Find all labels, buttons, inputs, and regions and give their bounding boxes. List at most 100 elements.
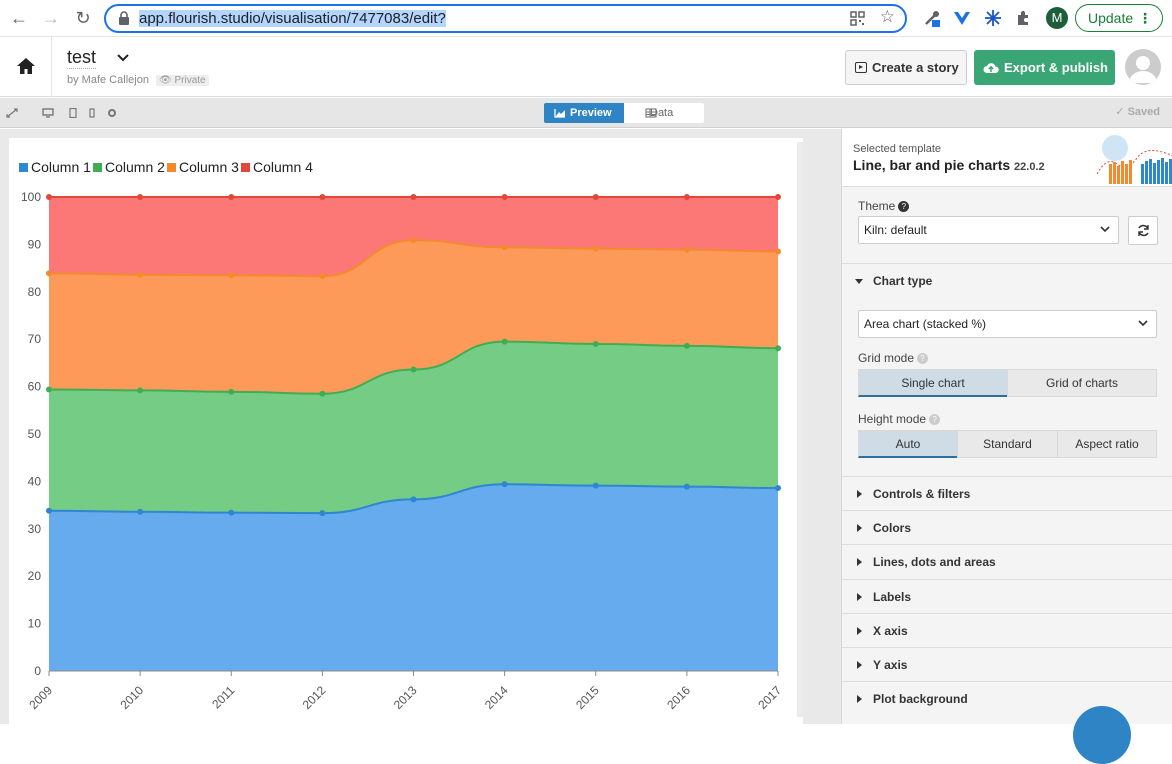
user-avatar[interactable] [1125, 49, 1161, 85]
extensions-puzzle-icon[interactable] [1014, 8, 1034, 28]
chevron-down-icon [1100, 226, 1110, 233]
y-tick-label-20: 20 [28, 569, 42, 583]
update-label: Update [1088, 10, 1134, 26]
reload-icon[interactable]: ↻ [75, 8, 91, 28]
bookmark-star-icon[interactable]: ☆ [879, 7, 895, 26]
caret-right-icon [857, 593, 862, 601]
point-column-2-2014 [501, 338, 508, 345]
legend-swatch-column-2 [93, 163, 102, 172]
vue-extension-icon[interactable] [952, 8, 972, 28]
url-host: app.flourish.studio [139, 10, 261, 27]
x-tick-label-2011: 2011 [209, 683, 237, 711]
home-icon [17, 58, 35, 74]
point-column-2-2015 [592, 340, 599, 347]
section-chart-type[interactable]: Chart type [842, 263, 1172, 297]
legend-swatch-column-4 [241, 163, 250, 172]
chevron-down-icon[interactable] [116, 51, 130, 65]
caret-right-icon [857, 627, 862, 635]
settings-panel: Selected template Line, bar and pie char… [841, 129, 1172, 724]
point-column-4-2011 [228, 194, 235, 200]
grid-mode-grid-of-charts[interactable]: Grid of charts [1007, 369, 1157, 397]
point-column-3-2013 [410, 237, 417, 244]
height-mode-toggle: Auto Standard Aspect ratio [858, 430, 1157, 458]
tab-preview-label: Preview [570, 107, 612, 119]
play-icon [855, 62, 867, 73]
point-column-3-2015 [592, 245, 599, 252]
height-mode-auto[interactable]: Auto [858, 430, 958, 458]
back-icon[interactable]: ← [10, 8, 28, 28]
y-tick-label-90: 90 [28, 237, 42, 251]
x-tick-label-2014: 2014 [482, 683, 511, 712]
tablet-view-icon[interactable] [67, 108, 79, 118]
section-x-axis[interactable]: X axis [842, 613, 1172, 647]
grid-mode-toggle: Single chart Grid of charts [858, 369, 1157, 397]
theme-select[interactable]: Kiln: default [858, 216, 1119, 244]
forward-icon[interactable]: → [42, 8, 60, 28]
chart-type-select[interactable]: Area chart (stacked %) [858, 310, 1157, 338]
point-column-3-2009 [46, 270, 52, 277]
area-column-1 [49, 484, 778, 671]
update-button[interactable]: Update ⋮ [1075, 4, 1163, 32]
caret-right-icon [857, 490, 862, 498]
legend-label-column-1: Column 1 [31, 159, 91, 175]
mobile-view-icon[interactable] [86, 108, 98, 118]
table-icon [645, 108, 657, 118]
legend-swatch-column-3 [167, 163, 176, 172]
point-column-4-2012 [319, 194, 326, 200]
help-chat-button[interactable] [1073, 706, 1131, 764]
save-status: ✓ Saved [1115, 106, 1160, 118]
template-name: Line, bar and pie charts [853, 157, 1011, 173]
qr-code-icon[interactable] [850, 11, 865, 26]
point-column-3-2016 [683, 246, 690, 253]
selected-template[interactable]: Selected template Line, bar and pie char… [842, 129, 1172, 187]
section-controls-filters[interactable]: Controls & filters [842, 476, 1172, 510]
section-lines-dots-areas[interactable]: Lines, dots and areas [842, 544, 1172, 578]
section-y-axis[interactable]: Y axis [842, 647, 1172, 681]
height-mode-standard[interactable]: Standard [957, 430, 1058, 458]
point-column-1-2010 [137, 508, 144, 515]
x-tick-label-2013: 2013 [391, 683, 420, 712]
help-icon[interactable]: ? [898, 201, 910, 213]
visualisation-title[interactable]: test [67, 47, 97, 69]
menu-dots-icon: ⋮ [1138, 10, 1152, 26]
preview-area: 0 10 20 30 40 50 60 70 80 90 100 2009 2010 2011 2012 20… [0, 129, 841, 728]
preview-scrollbar[interactable] [797, 142, 803, 717]
grid-mode-single-chart[interactable]: Single chart [858, 369, 1008, 397]
tab-data[interactable]: Data [624, 103, 704, 123]
theme-label: Theme [858, 199, 896, 213]
section-labels[interactable]: Labels [842, 579, 1172, 613]
help-icon[interactable]: ? [929, 414, 941, 426]
section-plot-background[interactable]: Plot background [842, 681, 1172, 715]
profile-avatar[interactable]: M [1046, 7, 1068, 29]
section-colors[interactable]: Colors [842, 510, 1172, 544]
point-column-4-2013 [410, 194, 417, 200]
create-story-button[interactable]: Create a story [845, 50, 967, 85]
help-icon[interactable]: ? [917, 353, 929, 365]
tab-preview[interactable]: Preview [544, 103, 624, 123]
export-publish-button[interactable]: Export & publish [974, 50, 1115, 85]
create-story-label: Create a story [872, 60, 959, 75]
eyedropper-extension-icon[interactable] [922, 8, 942, 28]
fullscreen-icon[interactable] [6, 108, 18, 118]
desktop-view-icon[interactable] [42, 108, 54, 118]
browser-toolbar: ← → ↻ app.flourish.studio/visualisation/… [0, 0, 1172, 37]
template-label: Selected template [853, 143, 942, 155]
area-column-3 [49, 240, 778, 394]
point-column-2-2013 [410, 366, 417, 373]
point-column-4-2014 [501, 194, 508, 200]
stacked-area-chart: 0 10 20 30 40 50 60 70 80 90 100 2009 2010 2011 2012 20… [19, 159, 784, 712]
gear-icon[interactable] [106, 108, 118, 118]
caret-down-icon [855, 279, 863, 284]
address-bar[interactable]: app.flourish.studio/visualisation/747708… [104, 4, 907, 33]
refresh-theme-button[interactable] [1128, 216, 1158, 245]
x-tick-label-2012: 2012 [300, 683, 329, 712]
legend-swatch-column-1 [19, 163, 28, 172]
home-button[interactable] [0, 37, 52, 97]
point-column-1-2012 [319, 510, 326, 517]
height-mode-label-row: Height mode? [858, 412, 941, 426]
point-column-4-2015 [592, 194, 599, 200]
height-mode-aspect-ratio[interactable]: Aspect ratio [1057, 430, 1157, 458]
snowflake-extension-icon[interactable] [983, 8, 1003, 28]
point-column-3-2014 [501, 244, 508, 251]
grid-mode-label: Grid mode [858, 351, 915, 365]
